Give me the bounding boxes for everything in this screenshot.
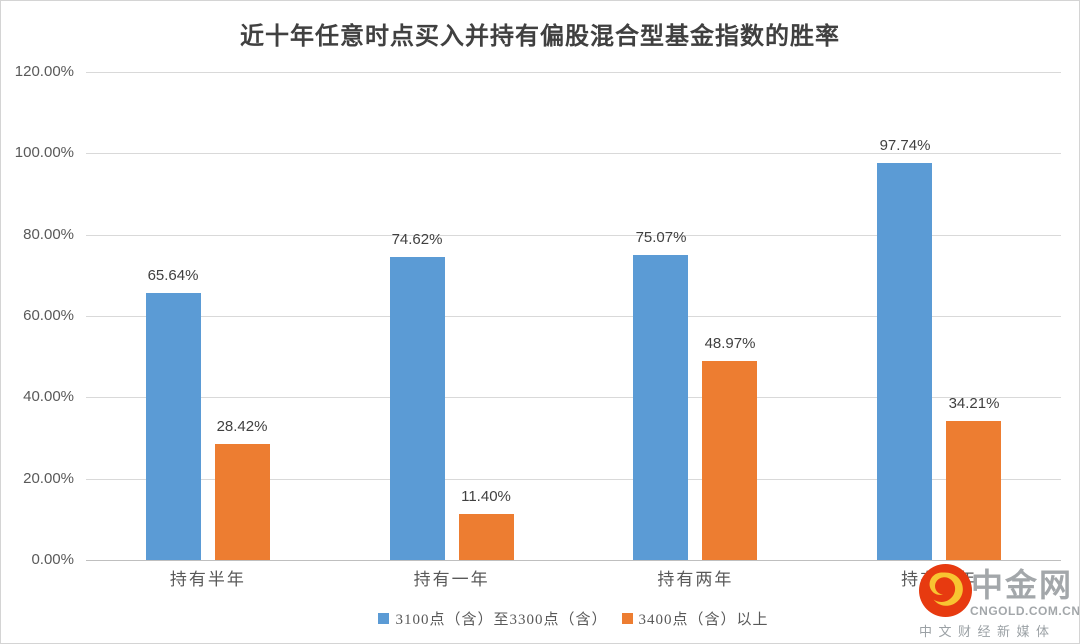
bar-value-label: 75.07% [635, 229, 687, 246]
gridline-80 [86, 235, 1061, 236]
y-tick-label: 0.00% [31, 551, 74, 568]
bar-blue-持有两年 [633, 255, 688, 560]
y-tick-label: 100.00% [14, 144, 74, 161]
y-tick-label: 20.00% [23, 470, 74, 487]
bar-value-label: 74.62% [391, 231, 443, 248]
bar-orange-持有三年 [946, 421, 1001, 560]
legend-item-1: 3100点（含）至3300点（含） [378, 608, 607, 629]
legend-swatch-blue [378, 613, 390, 624]
gridline-20 [86, 479, 1061, 480]
bar-value-label: 97.74% [879, 137, 931, 154]
y-tick-label: 60.00% [23, 307, 74, 324]
legend-swatch-orange [621, 613, 633, 624]
bar-blue-持有半年 [146, 293, 201, 560]
bar-blue-持有一年 [390, 257, 445, 560]
watermark-domain: CNGOLD.COM.CN [970, 604, 1080, 618]
x-tick-label-1: 持有半年 [169, 570, 246, 589]
gridline-100 [86, 153, 1061, 154]
legend-item-2: 3400点（含）以上 [621, 608, 769, 629]
watermark-brand: 中金网 [971, 567, 1074, 603]
watermark: 中金网 CNGOLD.COM.CN 中文财经新媒体 [913, 551, 1080, 641]
gridline-60 [86, 316, 1061, 317]
y-tick-label: 80.00% [23, 226, 74, 243]
bar-value-label: 34.21% [948, 395, 1000, 412]
bar-orange-持有两年 [702, 361, 757, 560]
legend-label: 3100点（含）至3300点（含） [395, 612, 608, 628]
legend: 3100点（含）至3300点（含） 3400点（含）以上 [86, 608, 1061, 629]
bar-orange-持有一年 [459, 514, 514, 560]
watermark-tagline: 中文财经新媒体 [919, 624, 1056, 639]
legend-label: 3400点（含）以上 [638, 612, 769, 628]
bar-orange-持有半年 [215, 444, 270, 560]
chart-title: 近十年任意时点买入并持有偏股混合型基金指数的胜率 [240, 24, 840, 50]
bar-value-label: 65.64% [147, 267, 199, 284]
bar-value-label: 48.97% [704, 335, 756, 352]
y-tick-label: 120.00% [14, 63, 74, 80]
x-tick-label-3: 持有两年 [657, 570, 734, 589]
bar-value-label: 11.40% [461, 488, 511, 505]
gridline-40 [86, 397, 1061, 398]
gridline-120 [86, 72, 1061, 73]
bar-blue-持有三年 [877, 163, 932, 560]
y-tick-label: 40.00% [23, 388, 74, 405]
bar-value-label: 28.42% [216, 418, 268, 435]
gridline-0 [86, 560, 1061, 561]
plot-area: 65.64% 28.42% 74.62% 11.40% 75.07% 48.97% 97.7… [86, 72, 1061, 561]
x-tick-label-2: 持有一年 [413, 570, 490, 589]
cngold-logo-icon [919, 564, 972, 617]
